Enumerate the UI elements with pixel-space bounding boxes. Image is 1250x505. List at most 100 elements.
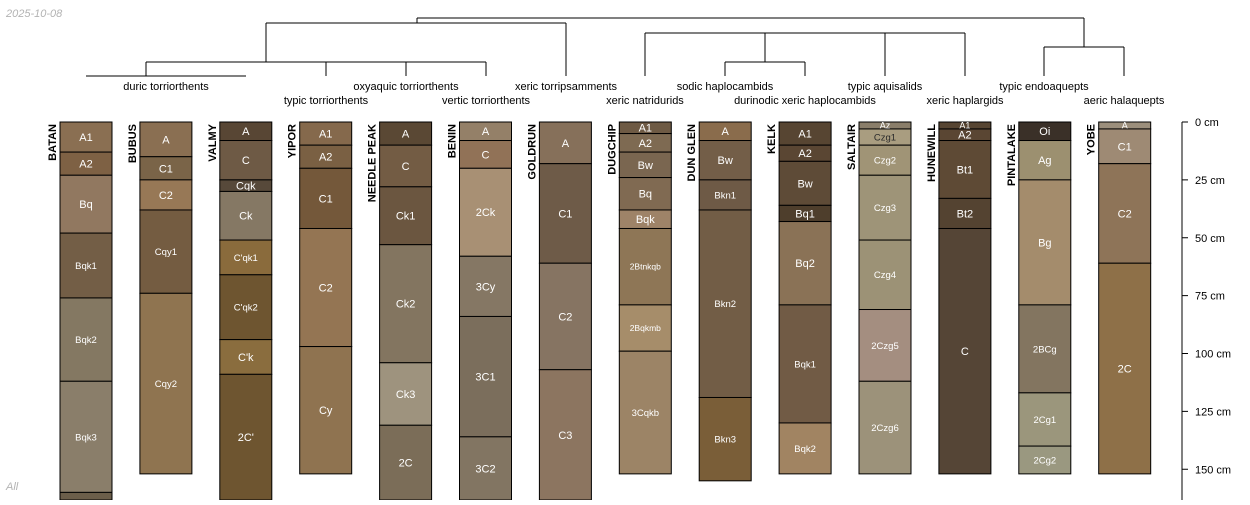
- horizon-block: [219, 190, 273, 241]
- depth-tick-label: 0 cm: [1195, 117, 1219, 129]
- horizon-label: C2: [1118, 208, 1132, 220]
- horizon-label: 2Cg2: [1033, 455, 1056, 466]
- horizon-block: [379, 244, 433, 364]
- profile-name: BATAN: [47, 124, 59, 161]
- horizon-block: [139, 179, 193, 211]
- horizon-label: Bqk1: [75, 261, 97, 272]
- horizon-label: Cqk: [236, 181, 256, 193]
- horizon-label: 2C: [399, 458, 413, 470]
- horizon-label: 3C1: [475, 372, 495, 384]
- horizon-label: C1: [319, 193, 333, 205]
- profile-name: SALTAIR: [846, 124, 858, 170]
- depth-tick-label: 100 cm: [1195, 349, 1231, 361]
- profile-name: HUNEWILL: [926, 124, 938, 182]
- horizon-label: C3: [558, 430, 572, 442]
- horizon-label: A2: [639, 138, 652, 150]
- horizon-label: C2: [159, 190, 173, 202]
- horizon-label: 3Cy: [476, 281, 496, 293]
- horizon-block: [538, 121, 592, 165]
- horizon-block: [698, 140, 752, 181]
- depth-tick-label: 150 cm: [1195, 464, 1231, 476]
- taxon-label: xeric haplargids: [926, 95, 1004, 107]
- horizon-block: [379, 186, 433, 246]
- horizon-label: A: [162, 134, 170, 146]
- horizon-label: Bq2: [795, 258, 815, 270]
- horizon-block: [858, 380, 912, 475]
- horizon-label: A1: [639, 123, 652, 135]
- horizon-block: [219, 274, 273, 341]
- horizon-label: A1: [959, 121, 970, 131]
- horizon-block: [1018, 304, 1072, 394]
- horizon-block: [778, 160, 832, 206]
- taxon-label: duric torriorthents: [123, 81, 209, 93]
- horizon-label: Bw: [797, 178, 812, 190]
- horizon-label: A: [402, 129, 410, 141]
- horizon-label: C: [242, 155, 250, 167]
- horizon-block: [698, 209, 752, 398]
- horizon-label: 2C': [238, 432, 254, 444]
- horizon-label: Czg2: [874, 156, 896, 167]
- horizon-block: [219, 339, 273, 375]
- horizon-block: [618, 227, 672, 306]
- profile-name: PINTALAKE: [1006, 124, 1018, 186]
- horizon-block: [1018, 392, 1072, 447]
- horizon-label: Az: [880, 121, 891, 131]
- horizon-block: [459, 255, 512, 317]
- taxon-label: vertic torriorthents: [442, 95, 531, 107]
- horizon-label: A: [482, 126, 490, 138]
- horizon-label: Czg3: [874, 203, 896, 214]
- horizon-block: [698, 396, 752, 482]
- taxon-label: xeric natridurids: [606, 95, 684, 107]
- horizon-block: [299, 227, 353, 348]
- profile-name: YOBE: [1086, 124, 1098, 155]
- horizon-label: Bkn3: [714, 435, 736, 446]
- horizon-label: A2: [958, 130, 971, 142]
- horizon-label: Bqk: [636, 214, 655, 226]
- horizon-block: [1098, 128, 1152, 165]
- horizon-label: Bw: [718, 155, 733, 167]
- horizon-block: [538, 369, 592, 501]
- horizon-block: [459, 140, 512, 169]
- horizon-block: [59, 121, 113, 153]
- horizon-label: Czg1: [874, 132, 896, 143]
- horizon-block: [139, 209, 193, 294]
- horizon-block: [219, 373, 273, 501]
- profile-name: VALMY: [207, 123, 219, 161]
- horizon-label: 2Czg6: [871, 423, 898, 434]
- horizon-block: [459, 315, 512, 438]
- horizon-label: Bg: [1038, 237, 1051, 249]
- horizon-block: [59, 232, 113, 299]
- horizon-label: Czg4: [874, 270, 896, 281]
- horizon-label: 2Btnkqb: [630, 262, 661, 272]
- horizon-block: [858, 174, 912, 241]
- taxon-label: sodic haplocambids: [677, 81, 774, 93]
- horizon-label: Cqy1: [155, 247, 177, 258]
- horizon-label: C: [402, 161, 410, 173]
- horizon-label: C'qk1: [234, 253, 258, 264]
- horizon-label: Bq1: [795, 208, 815, 220]
- horizon-label: A1: [798, 129, 811, 141]
- horizon-label: Cy: [319, 405, 333, 417]
- horizon-label: A: [1122, 121, 1128, 131]
- horizon-label: Bw: [638, 160, 653, 172]
- horizon-label: C'qk2: [234, 303, 258, 314]
- profile-name: YIPOR: [287, 124, 299, 158]
- horizon-block: [1018, 140, 1072, 181]
- horizon-block: [59, 491, 113, 501]
- horizon-block: [59, 297, 113, 382]
- horizon-label: C1: [159, 163, 173, 175]
- depth-tick-label: 125 cm: [1195, 406, 1231, 418]
- horizon-block: [698, 179, 752, 211]
- horizon-block: [379, 144, 433, 188]
- horizon-label: C2: [558, 311, 572, 323]
- horizon-label: Ck1: [396, 211, 416, 223]
- horizon-label: 2Ck: [476, 207, 496, 219]
- horizon-label: 3C2: [475, 463, 495, 475]
- horizon-block: [299, 167, 353, 229]
- horizon-block: [1018, 179, 1072, 306]
- horizon-label: Bkn1: [714, 190, 736, 201]
- horizon-label: A2: [319, 152, 332, 164]
- profile-name: NEEDLE PEAK: [367, 124, 379, 202]
- horizon-label: Ck: [239, 211, 253, 223]
- horizon-label: 3Cqkb: [632, 408, 659, 419]
